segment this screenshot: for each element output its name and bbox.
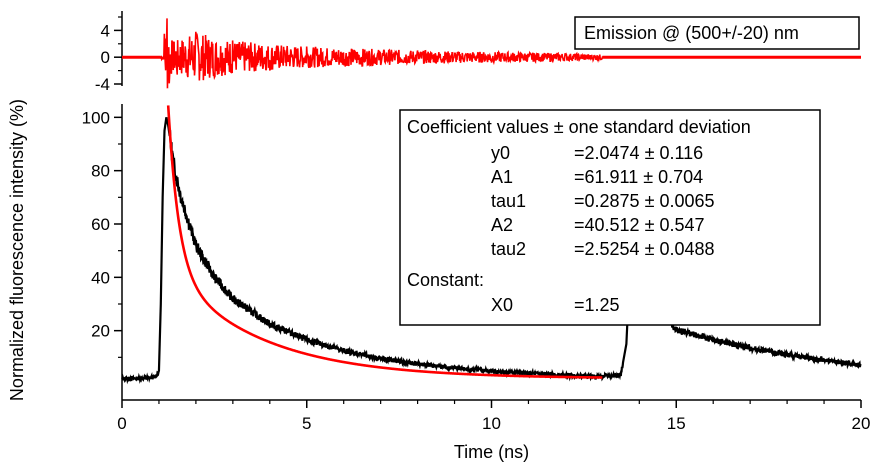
residuals-y-tick-label: 0 (101, 48, 110, 67)
constant-name: X0 (491, 295, 513, 315)
coefficient-name: A2 (491, 215, 513, 235)
x-tick-label: 0 (117, 414, 126, 433)
residuals-panel: 4 0 -4 Emission @ (500+/-20) nm (95, 11, 861, 94)
x-axis-title: Time (ns) (454, 442, 529, 462)
y-tick-label: 20 (91, 322, 110, 341)
coefficient-rows: y0 =2.0474 ± 0.116 A1 =61.911 ± 0.704 tau1 =0… (491, 143, 715, 259)
residuals-legend: Emission @ (500+/-20) nm (574, 16, 860, 50)
constant-value: =1.25 (574, 295, 620, 315)
x-tick-label: 15 (667, 414, 686, 433)
measured-decay-line (121, 117, 862, 385)
x-tick-label: 20 (852, 414, 871, 433)
coefficient-name: y0 (491, 143, 510, 163)
y-tick-label: 60 (91, 215, 110, 234)
coefficient-name: tau2 (491, 239, 526, 259)
residuals-y-tick-label: 4 (101, 21, 110, 40)
x-tick-label: 5 (302, 414, 311, 433)
y-tick-label: 80 (91, 162, 110, 181)
coefficient-value: =2.0474 ± 0.116 (574, 143, 703, 163)
residuals-series-line (122, 18, 861, 89)
coefficient-value: =0.2875 ± 0.0065 (574, 191, 715, 211)
y-tick-label: 40 (91, 268, 110, 287)
fit-curve-line (166, 105, 603, 379)
coefficient-name: A1 (491, 167, 513, 187)
main-axes: 20 40 60 80 100 0 5 10 15 20 (82, 104, 871, 433)
x-tick-label: 10 (482, 414, 501, 433)
coefficient-title: Coefficient values ± one standard deviat… (407, 117, 751, 137)
legend-box (574, 16, 860, 50)
main-panel: 20 40 60 80 100 0 5 10 15 20 Coefficient values ±… (82, 104, 871, 433)
residuals-axes: 4 0 -4 (95, 11, 123, 94)
main-series (121, 105, 862, 385)
coefficient-name: tau1 (491, 191, 526, 211)
coefficient-box: Coefficient values ± one standard deviat… (399, 109, 821, 326)
constant-rows: X0 =1.25 (491, 295, 620, 315)
residuals-series (122, 18, 861, 89)
coefficient-value: =40.512 ± 0.547 (574, 215, 705, 235)
legend-text: Emission @ (500+/-20) nm (584, 23, 799, 43)
residuals-y-tick-label: -4 (95, 75, 110, 94)
y-tick-label: 100 (82, 108, 110, 127)
coefficient-value: =61.911 ± 0.704 (574, 167, 703, 187)
y-axis-title: Normalized fluorescence intensity (%) (7, 99, 27, 401)
coefficient-value: =2.5254 ± 0.0488 (574, 239, 715, 259)
coefficient-box-frame (399, 109, 821, 326)
constant-label: Constant: (407, 270, 484, 290)
